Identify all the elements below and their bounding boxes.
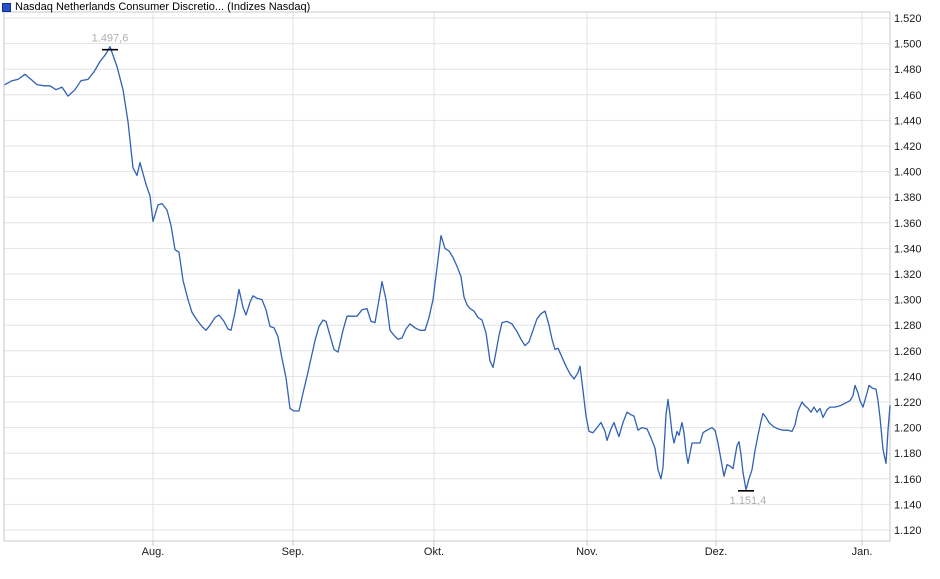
x-axis-tick-label: Nov.	[576, 546, 598, 558]
x-axis-tick-label: Aug.	[142, 546, 165, 558]
y-axis-tick-label: 1.280	[894, 320, 922, 332]
x-axis-tick-label: Jan.	[852, 546, 873, 558]
y-axis-tick-label: 1.440	[894, 115, 922, 127]
y-axis-tick-label: 1.200	[894, 423, 922, 435]
x-axis-tick-label: Okt.	[424, 546, 444, 558]
y-axis-tick-label: 1.160	[894, 474, 922, 486]
y-axis-tick-label: 1.120	[894, 525, 922, 537]
y-axis-tick-label: 1.320	[894, 269, 922, 281]
low-label: 1.151,4	[730, 495, 767, 507]
y-axis-tick-label: 1.240	[894, 371, 922, 383]
chart-legend: Nasdaq Netherlands Consumer Discretio...…	[2, 1, 310, 13]
y-axis-tick-label: 1.140	[894, 499, 922, 511]
y-axis-tick-label: 1.180	[894, 448, 922, 460]
y-axis-tick-label: 1.400	[894, 167, 922, 179]
y-axis-tick-label: 1.360	[894, 218, 922, 230]
y-axis-tick-label: 1.340	[894, 243, 922, 255]
price-line	[4, 46, 891, 491]
y-axis-tick-label: 1.300	[894, 295, 922, 307]
high-label: 1.497,6	[92, 33, 129, 45]
x-axis-tick-label: Dez.	[705, 546, 728, 558]
y-axis-tick-label: 1.380	[894, 192, 922, 204]
y-axis-tick-label: 1.420	[894, 141, 922, 153]
y-axis-tick-label: 1.220	[894, 397, 922, 409]
series-swatch-icon	[2, 2, 11, 12]
y-axis-tick-label: 1.500	[894, 39, 922, 51]
chart-title: Nasdaq Netherlands Consumer Discretio...…	[15, 1, 311, 13]
x-axis-tick-label: Sep.	[282, 546, 305, 558]
y-axis-tick-label: 1.480	[894, 64, 922, 76]
y-axis-tick-label: 1.520	[894, 13, 922, 25]
y-axis-tick-label: 1.260	[894, 346, 922, 358]
y-axis-tick-label: 1.460	[894, 90, 922, 102]
plot-border	[3, 11, 891, 542]
